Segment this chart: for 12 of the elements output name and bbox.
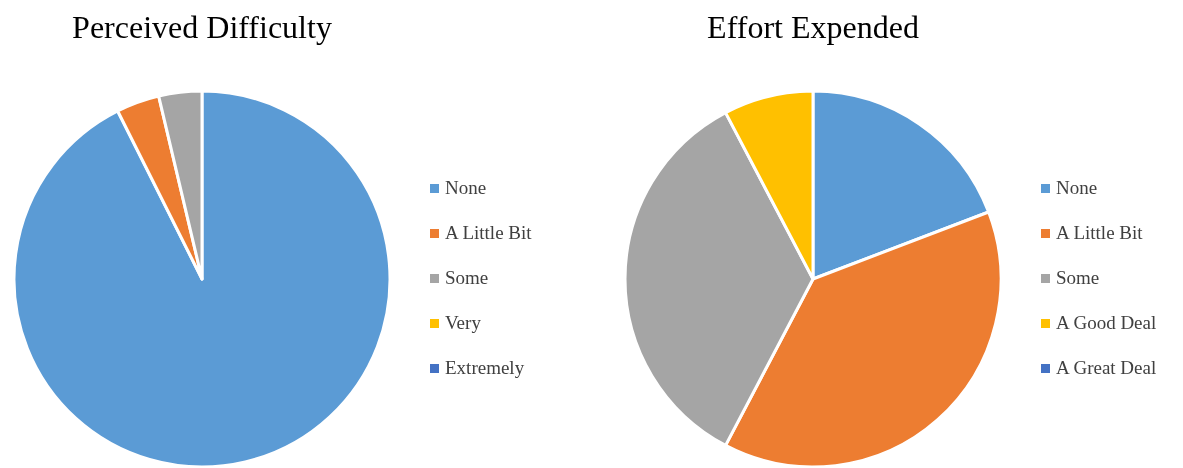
legend-label: A Good Deal	[1056, 312, 1157, 333]
legend-label: Extremely	[445, 357, 525, 378]
legend-label: Some	[1056, 267, 1100, 288]
legend-label: None	[1056, 177, 1098, 198]
legend-label: Some	[445, 267, 489, 288]
legend-label: A Little Bit	[1056, 222, 1144, 243]
chart-title: Effort Expended	[707, 9, 919, 45]
chart-title: Perceived Difficulty	[72, 9, 332, 45]
legend-label: A Little Bit	[445, 222, 533, 243]
legend-label: A Great Deal	[1056, 357, 1157, 378]
legend-label: None	[445, 177, 487, 198]
legend-label: Very	[445, 312, 482, 333]
